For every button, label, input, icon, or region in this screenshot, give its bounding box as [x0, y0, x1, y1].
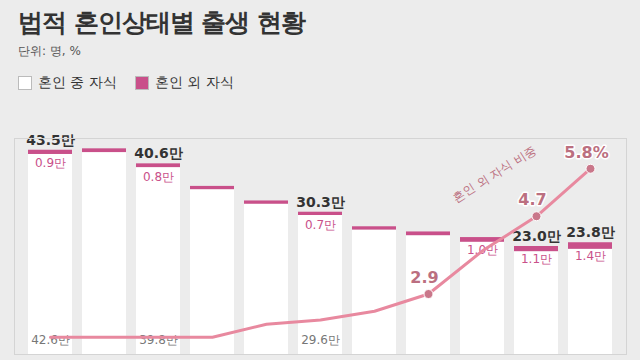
svg-text:4.7: 4.7	[518, 190, 546, 209]
svg-text:23.8만: 23.8만	[566, 224, 615, 240]
html-text:법적 혼인상태별 출생 현황: 법적 혼인상태별 출생 현황	[18, 8, 306, 37]
svg-text:1.1만: 1.1만	[521, 252, 552, 266]
svg-text:0.8만: 0.8만	[143, 170, 174, 184]
svg-text:0.9만: 0.9만	[35, 156, 66, 170]
svg-text:29.6만: 29.6만	[301, 333, 340, 347]
svg-text:1.0만: 1.0만	[467, 243, 498, 258]
svg-text:1.4만: 1.4만	[575, 249, 606, 263]
svg-text:23.0만: 23.0만	[512, 228, 561, 244]
svg-text:39.8만: 39.8만	[139, 333, 178, 347]
svg-text:2.9: 2.9	[410, 268, 438, 287]
svg-text:0.7만: 0.7만	[305, 218, 336, 232]
svg-text:혼인 외 자식 비중: 혼인 외 자식 비중	[450, 143, 538, 205]
html-text:혼인 외 자식: 혼인 외 자식	[154, 74, 234, 90]
svg-text:40.6만: 40.6만	[134, 145, 183, 161]
svg-text:5.8%: 5.8%	[564, 143, 608, 162]
svg-text:42.6만: 42.6만	[31, 333, 70, 347]
html-text:단위: 명, %: 단위: 명, %	[18, 44, 81, 58]
svg-text:30.3만: 30.3만	[296, 194, 345, 210]
svg-text:43.5만: 43.5만	[26, 132, 75, 148]
html-text:혼인 중 자식: 혼인 중 자식	[38, 74, 117, 90]
